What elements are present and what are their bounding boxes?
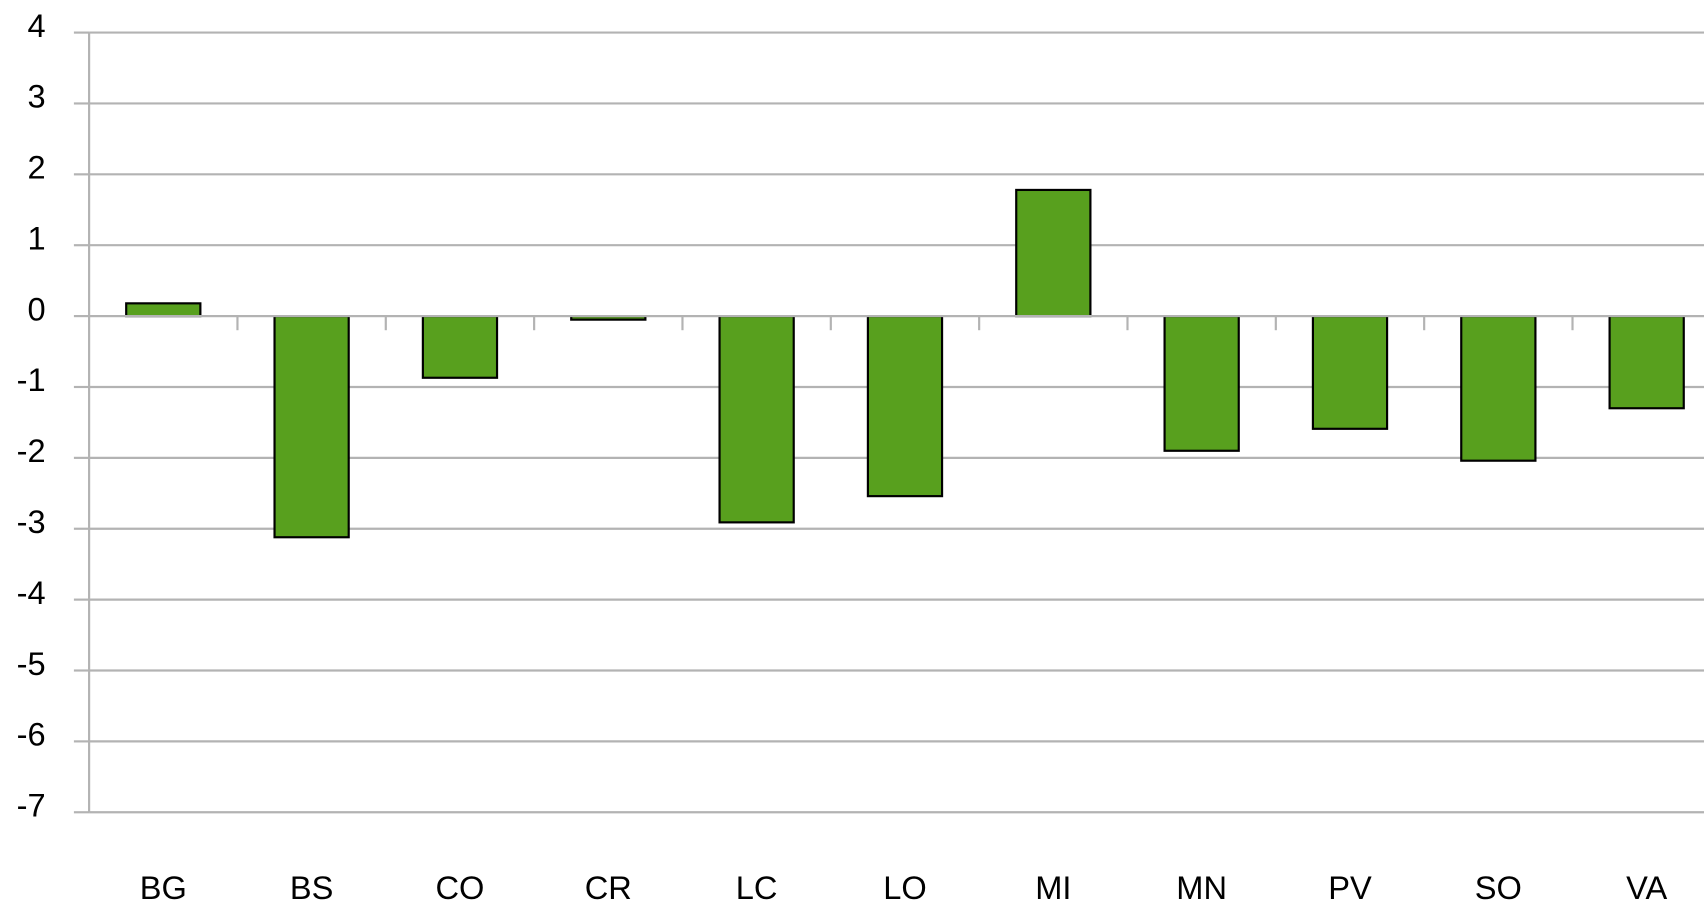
y-tick-label: -6 xyxy=(17,717,46,753)
y-tick-label: 2 xyxy=(28,150,46,186)
y-tick-label: -7 xyxy=(17,788,46,824)
bar xyxy=(421,315,499,379)
x-tick-label: LO xyxy=(883,870,926,906)
y-tick-label: 3 xyxy=(28,79,46,115)
x-tick-label: BG xyxy=(140,870,187,906)
y-tick-label: 4 xyxy=(28,8,46,44)
bar xyxy=(1015,188,1092,318)
x-tick-label: PV xyxy=(1328,870,1372,906)
bar xyxy=(1163,315,1240,452)
y-tick-label: -3 xyxy=(17,504,46,540)
x-tick-label: MI xyxy=(1035,870,1071,906)
y-tick-label: -2 xyxy=(17,433,46,469)
y-tick-label: 0 xyxy=(28,291,46,327)
y-tick-label: -1 xyxy=(17,362,46,398)
bar xyxy=(1608,315,1685,410)
x-tick-label: BS xyxy=(290,870,333,906)
x-tick-label: CO xyxy=(436,870,485,906)
bar xyxy=(1460,315,1537,462)
bar xyxy=(866,315,944,498)
y-tick-label: -5 xyxy=(17,646,46,682)
x-tick-label: SO xyxy=(1475,870,1522,906)
bar xyxy=(1311,315,1389,430)
x-tick-label: LC xyxy=(736,870,778,906)
y-tick-label: -4 xyxy=(17,575,46,611)
bar xyxy=(125,302,202,318)
bar xyxy=(273,315,350,539)
bar xyxy=(718,315,795,524)
x-tick-label: VA xyxy=(1626,870,1667,906)
x-tick-label: MN xyxy=(1176,870,1227,906)
y-tick-label: 1 xyxy=(28,220,46,256)
x-tick-label: CR xyxy=(585,870,632,906)
